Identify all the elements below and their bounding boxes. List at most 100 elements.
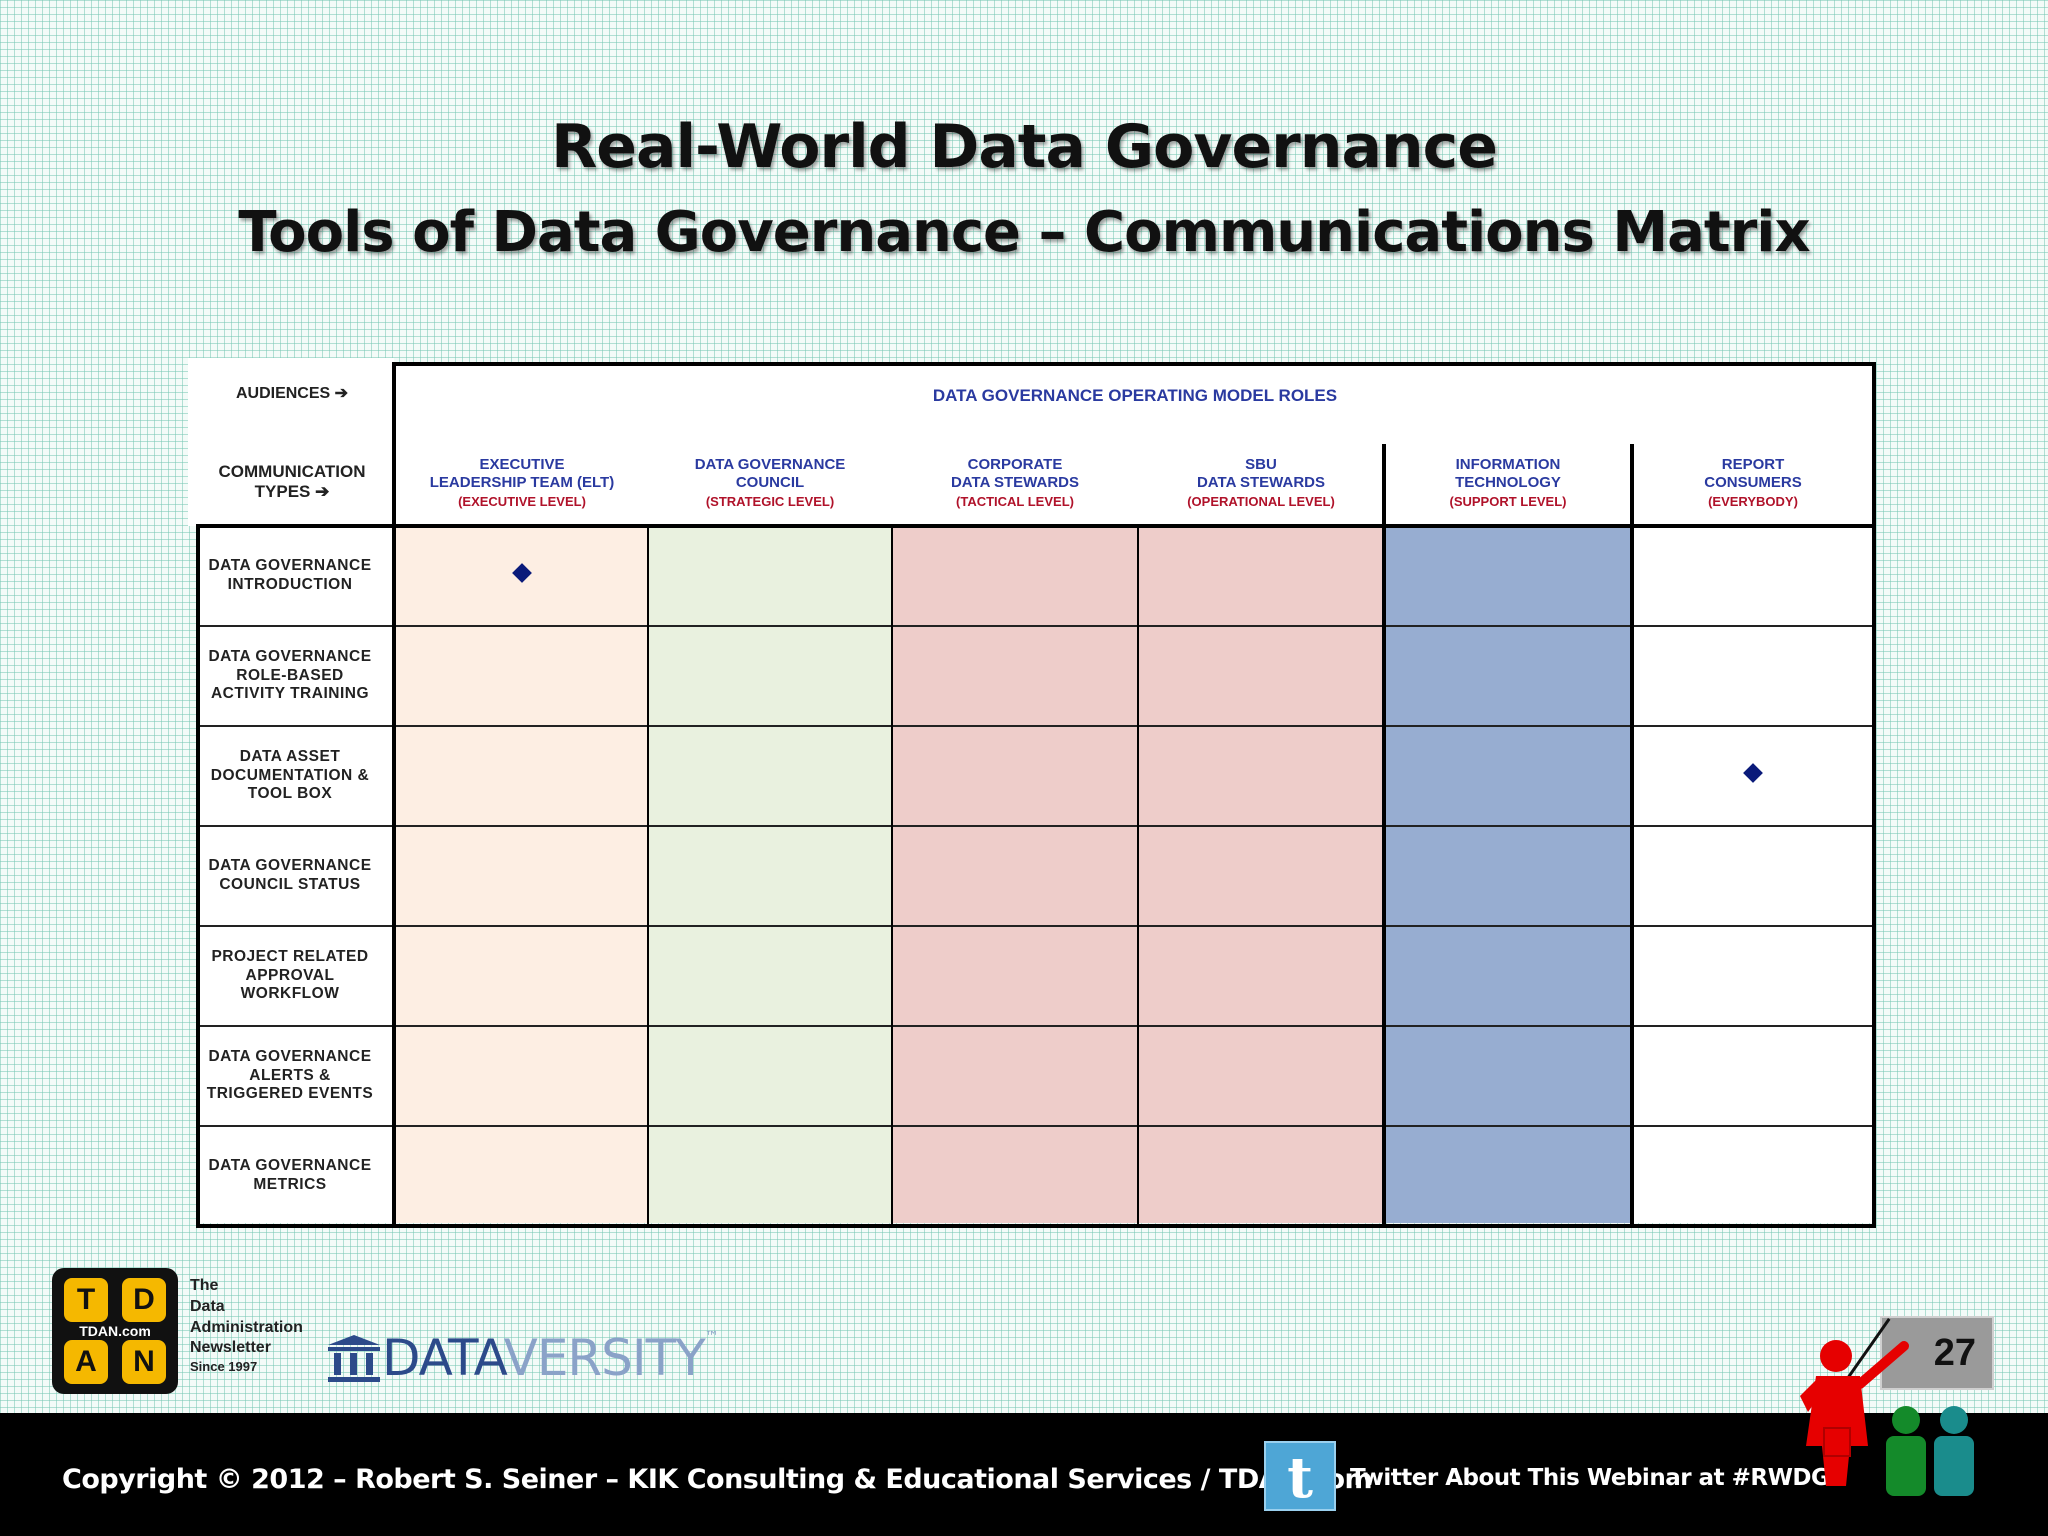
dataversity-part2: VERSITY bbox=[503, 1329, 706, 1387]
grid-column-line bbox=[1630, 444, 1634, 1228]
role-level: (STRATEGIC LEVEL) bbox=[705, 494, 835, 509]
role-header-5: REPORT CONSUMERS (EVERYBODY) bbox=[1632, 456, 1874, 510]
dataversity-columns-icon bbox=[328, 1335, 380, 1382]
role-header-line2: CONSUMERS bbox=[1704, 474, 1802, 491]
grid-column-line bbox=[647, 526, 649, 1224]
dataversity-wordmark: DATAVERSITY™ bbox=[382, 1329, 719, 1387]
row-label-line: ALERTS & bbox=[249, 1066, 331, 1084]
twitter-icon: t bbox=[1264, 1441, 1336, 1511]
row-label-line: DATA ASSET bbox=[239, 747, 341, 765]
communication-type-row-2: DATA ASSET DOCUMENTATION & TOOL BOX bbox=[198, 726, 382, 826]
row-label-line: DOCUMENTATION & bbox=[210, 766, 370, 784]
row-label-line: ACTIVITY TRAINING bbox=[210, 685, 370, 703]
roles-title: DATA GOVERNANCE OPERATING MODEL ROLES bbox=[932, 386, 1338, 405]
communications-matrix: AUDIENCES ➔ COMMUNICATION TYPES ➔ DATA G… bbox=[188, 358, 1878, 1230]
dataversity-logo: DATAVERSITY™ bbox=[326, 1329, 719, 1387]
tdan-line1: The bbox=[190, 1277, 219, 1294]
row-label-line: TRIGGERED EVENTS bbox=[206, 1085, 374, 1103]
row-label-line: APPROVAL bbox=[245, 966, 335, 984]
communication-type-row-6: DATA GOVERNANCE METRICS bbox=[198, 1126, 382, 1226]
tdan-tile-d: D bbox=[122, 1278, 166, 1322]
role-header-line2: LEADERSHIP TEAM (ELT) bbox=[429, 474, 615, 491]
row-label-line: DATA GOVERNANCE bbox=[208, 647, 372, 665]
tdan-tile-n: N bbox=[122, 1340, 166, 1384]
footer-bar bbox=[0, 1413, 2048, 1536]
role-header-2: CORPORATE DATA STEWARDS (TACTICAL LEVEL) bbox=[892, 456, 1138, 510]
grid-row-line bbox=[196, 1224, 1876, 1228]
communication-types-label: COMMUNICATION TYPES ➔ bbox=[202, 462, 382, 503]
role-level: (EVERYBODY) bbox=[1708, 494, 1798, 509]
role-column-0 bbox=[396, 526, 648, 1223]
role-header-line1: EXECUTIVE bbox=[479, 456, 565, 473]
dataversity-part1: DATA bbox=[382, 1329, 505, 1387]
corner-panel bbox=[188, 358, 394, 526]
role-header-line1: INFORMATION bbox=[1455, 456, 1561, 473]
role-header-1: DATA GOVERNANCE COUNCIL (STRATEGIC LEVEL) bbox=[648, 456, 892, 510]
role-level: (OPERATIONAL LEVEL) bbox=[1187, 494, 1335, 509]
twitter-glyph: t bbox=[1287, 1445, 1313, 1511]
role-column-5 bbox=[1632, 526, 1874, 1223]
grid-row-line bbox=[196, 725, 1876, 727]
communication-types-line1: COMMUNICATION bbox=[218, 462, 366, 481]
communication-type-row-4: PROJECT RELATED APPROVAL WORKFLOW bbox=[198, 926, 382, 1026]
tdan-tile-t: T bbox=[64, 1278, 108, 1322]
communication-type-row-0: DATA GOVERNANCE INTRODUCTION bbox=[198, 526, 382, 626]
role-header-3: SBU DATA STEWARDS (OPERATIONAL LEVEL) bbox=[1138, 456, 1384, 510]
communication-type-row-3: DATA GOVERNANCE COUNCIL STATUS bbox=[198, 826, 382, 926]
grid-column-line bbox=[1872, 362, 1876, 1226]
page-title: Real-World Data Governance bbox=[551, 112, 1498, 182]
row-label-line: DATA GOVERNANCE bbox=[208, 1157, 372, 1175]
grid-row-line bbox=[196, 625, 1876, 627]
role-header-line2: DATA STEWARDS bbox=[1196, 474, 1326, 491]
role-level: (EXECUTIVE LEVEL) bbox=[458, 494, 586, 509]
role-level: (SUPPORT LEVEL) bbox=[1449, 494, 1567, 509]
audiences-label: AUDIENCES ➔ bbox=[235, 385, 349, 402]
audience-icon bbox=[1886, 1406, 1974, 1496]
grid-top-border bbox=[392, 362, 1876, 366]
row-label-line: INTRODUCTION bbox=[227, 576, 353, 593]
role-level: (TACTICAL LEVEL) bbox=[956, 494, 1074, 509]
grid-column-line bbox=[392, 362, 396, 1226]
grid-row-line bbox=[196, 925, 1876, 927]
tdan-domain: TDAN.com bbox=[79, 1323, 151, 1339]
communication-type-row-5: DATA GOVERNANCE ALERTS & TRIGGERED EVENTS bbox=[198, 1026, 382, 1126]
presenter-icon bbox=[1800, 1340, 1909, 1486]
row-label-line: DATA GOVERNANCE bbox=[208, 557, 372, 575]
tdan-tile-a: A bbox=[64, 1340, 108, 1384]
communication-type-row-1: DATA GOVERNANCE ROLE-BASED ACTIVITY TRAINI… bbox=[198, 626, 382, 726]
grid-row-line bbox=[196, 825, 1876, 827]
tdan-line3: Administration bbox=[190, 1318, 303, 1336]
grid-column-line bbox=[1382, 444, 1386, 1228]
row-label-line: WORKFLOW bbox=[240, 985, 340, 1003]
role-column-1 bbox=[648, 526, 892, 1223]
grid-row-line bbox=[196, 1025, 1876, 1027]
row-label-line: PROJECT RELATED bbox=[211, 947, 369, 965]
role-header-line1: REPORT bbox=[1721, 456, 1785, 473]
row-label-line: ROLE-BASED bbox=[236, 666, 344, 684]
presenter-audience-icon bbox=[1800, 1340, 1974, 1496]
slide-number: 27 bbox=[1880, 1316, 1994, 1390]
role-header-4: INFORMATION TECHNOLOGY (SUPPORT LEVEL) bbox=[1384, 456, 1632, 510]
role-column-2 bbox=[892, 526, 1138, 1223]
twitter-hashtag-text: Twitter About This Webinar at #RWDG bbox=[1350, 1465, 1830, 1491]
communication-types-line2: TYPES ➔ bbox=[254, 482, 330, 502]
role-header-0: EXECUTIVE LEADERSHIP TEAM (ELT) (EXECUTIVE… bbox=[396, 456, 648, 510]
grid-column-line bbox=[891, 526, 893, 1224]
tdan-line2: Data bbox=[190, 1297, 225, 1315]
dataversity-tm: ™ bbox=[704, 1329, 719, 1345]
grid-row-line bbox=[196, 1125, 1876, 1127]
role-header-line2: DATA STEWARDS bbox=[950, 474, 1080, 491]
role-header-line2: COUNCIL bbox=[735, 474, 805, 491]
copyright-text: Copyright © 2012 – Robert S. Seiner – KI… bbox=[62, 1464, 1373, 1495]
role-header-line2: TECHNOLOGY bbox=[1455, 474, 1561, 491]
row-label-line: METRICS bbox=[253, 1176, 327, 1193]
tdan-line4: Newsletter bbox=[190, 1339, 271, 1357]
role-column-4 bbox=[1384, 526, 1632, 1223]
role-header-line1: SBU bbox=[1245, 456, 1277, 473]
role-header-line1: DATA GOVERNANCE bbox=[694, 456, 846, 473]
role-column-3 bbox=[1138, 526, 1384, 1223]
tdan-line5: Since 1997 bbox=[190, 1359, 258, 1375]
row-label-line: DATA GOVERNANCE bbox=[208, 1047, 372, 1065]
role-header-line1: CORPORATE bbox=[967, 456, 1063, 473]
row-label-line: COUNCIL STATUS bbox=[219, 876, 361, 893]
